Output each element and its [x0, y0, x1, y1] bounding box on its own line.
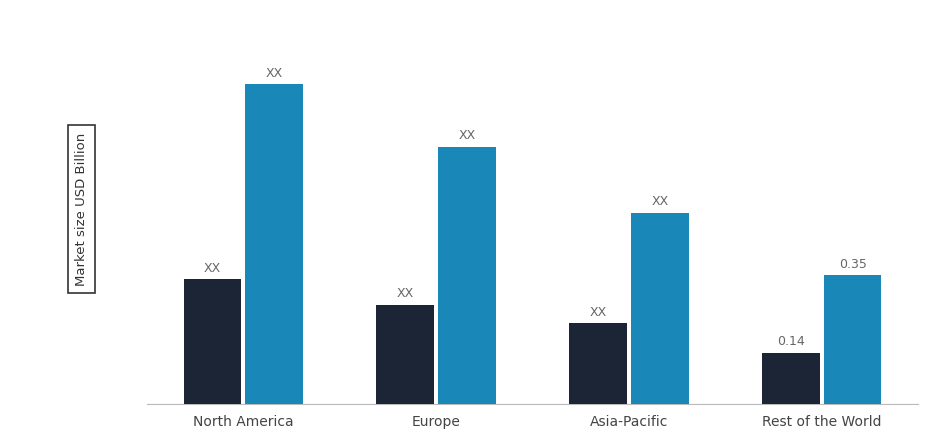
Bar: [184, 279, 241, 404]
Text: 0.14: 0.14: [777, 335, 804, 348]
Bar: [438, 147, 496, 404]
Text: 0.35: 0.35: [839, 258, 867, 271]
Text: Market size USD Billion: Market size USD Billion: [75, 132, 88, 286]
Bar: [377, 305, 434, 404]
Bar: [762, 353, 820, 404]
Bar: [631, 213, 689, 404]
Text: XX: XX: [459, 129, 475, 142]
Text: XX: XX: [651, 195, 668, 209]
Text: XX: XX: [397, 288, 414, 300]
Text: XX: XX: [204, 262, 221, 275]
Bar: [245, 84, 303, 404]
Bar: [824, 276, 882, 404]
Bar: [569, 323, 627, 404]
Text: XX: XX: [266, 67, 283, 80]
Text: XX: XX: [589, 306, 607, 319]
